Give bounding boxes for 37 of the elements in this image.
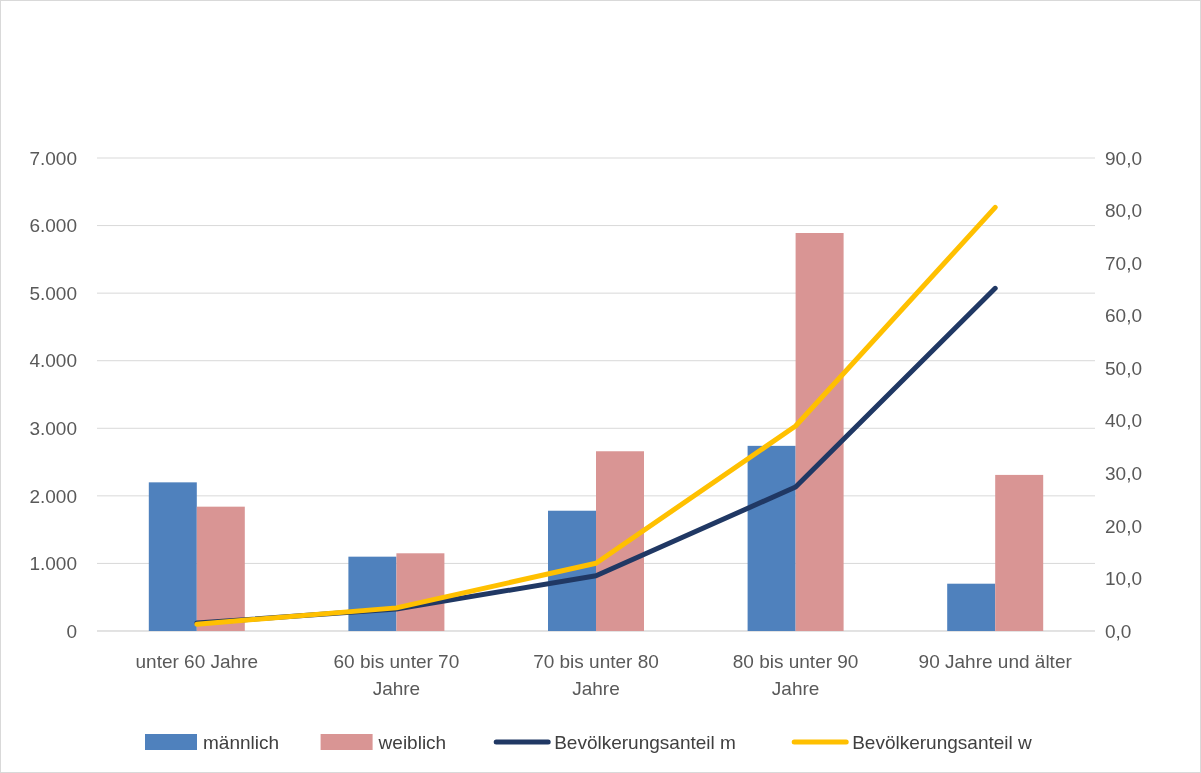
bar bbox=[995, 474, 1044, 631]
y2-tick-label: 0,0 bbox=[1105, 620, 1132, 642]
x-tick-label: 70 bis unter 80 Jahre bbox=[533, 651, 659, 699]
y-tick-label: 4.000 bbox=[29, 350, 77, 372]
x-tick-label: 80 bis unter 90 Jahre bbox=[732, 651, 859, 699]
x-tick-label: unter 60 Jahre bbox=[135, 651, 259, 672]
y2-tick-label: 40,0 bbox=[1105, 410, 1142, 432]
bar bbox=[747, 445, 796, 631]
y-tick-label: 3.000 bbox=[29, 417, 77, 439]
bar bbox=[795, 233, 844, 631]
y2-tick-label: 50,0 bbox=[1105, 357, 1142, 379]
bar bbox=[548, 510, 596, 631]
y2-tick-label: 90,0 bbox=[1105, 147, 1142, 169]
y2-tick-label: 80,0 bbox=[1105, 200, 1142, 222]
legend-label: weiblich bbox=[377, 731, 447, 753]
bar bbox=[148, 482, 197, 631]
y-tick-label: 0 bbox=[66, 620, 77, 642]
legend-label: Bevölkerungsanteil w bbox=[852, 731, 1033, 753]
bar bbox=[196, 506, 245, 631]
y-tick-label: 7.000 bbox=[29, 147, 77, 169]
y-tick-label: 6.000 bbox=[29, 215, 77, 237]
y2-tick-label: 10,0 bbox=[1105, 568, 1142, 590]
y-tick-label: 5.000 bbox=[29, 282, 77, 304]
x-tick-label: 60 bis unter 70 Jahre bbox=[333, 651, 460, 699]
bar bbox=[396, 553, 445, 631]
x-tick-label: 90 Jahre und älter bbox=[918, 651, 1073, 672]
y2-tick-label: 20,0 bbox=[1105, 515, 1142, 537]
legend-label: männlich bbox=[203, 731, 280, 753]
legend-label: Bevölkerungsanteil m bbox=[554, 731, 736, 753]
y-tick-label: 1.000 bbox=[29, 553, 77, 575]
bar bbox=[596, 451, 644, 631]
y-tick-label: 2.000 bbox=[29, 485, 77, 507]
y2-tick-label: 60,0 bbox=[1105, 305, 1142, 327]
y2-tick-label: 70,0 bbox=[1105, 252, 1142, 274]
y2-tick-label: 30,0 bbox=[1105, 462, 1142, 484]
bar bbox=[348, 556, 397, 631]
bar bbox=[947, 583, 996, 631]
